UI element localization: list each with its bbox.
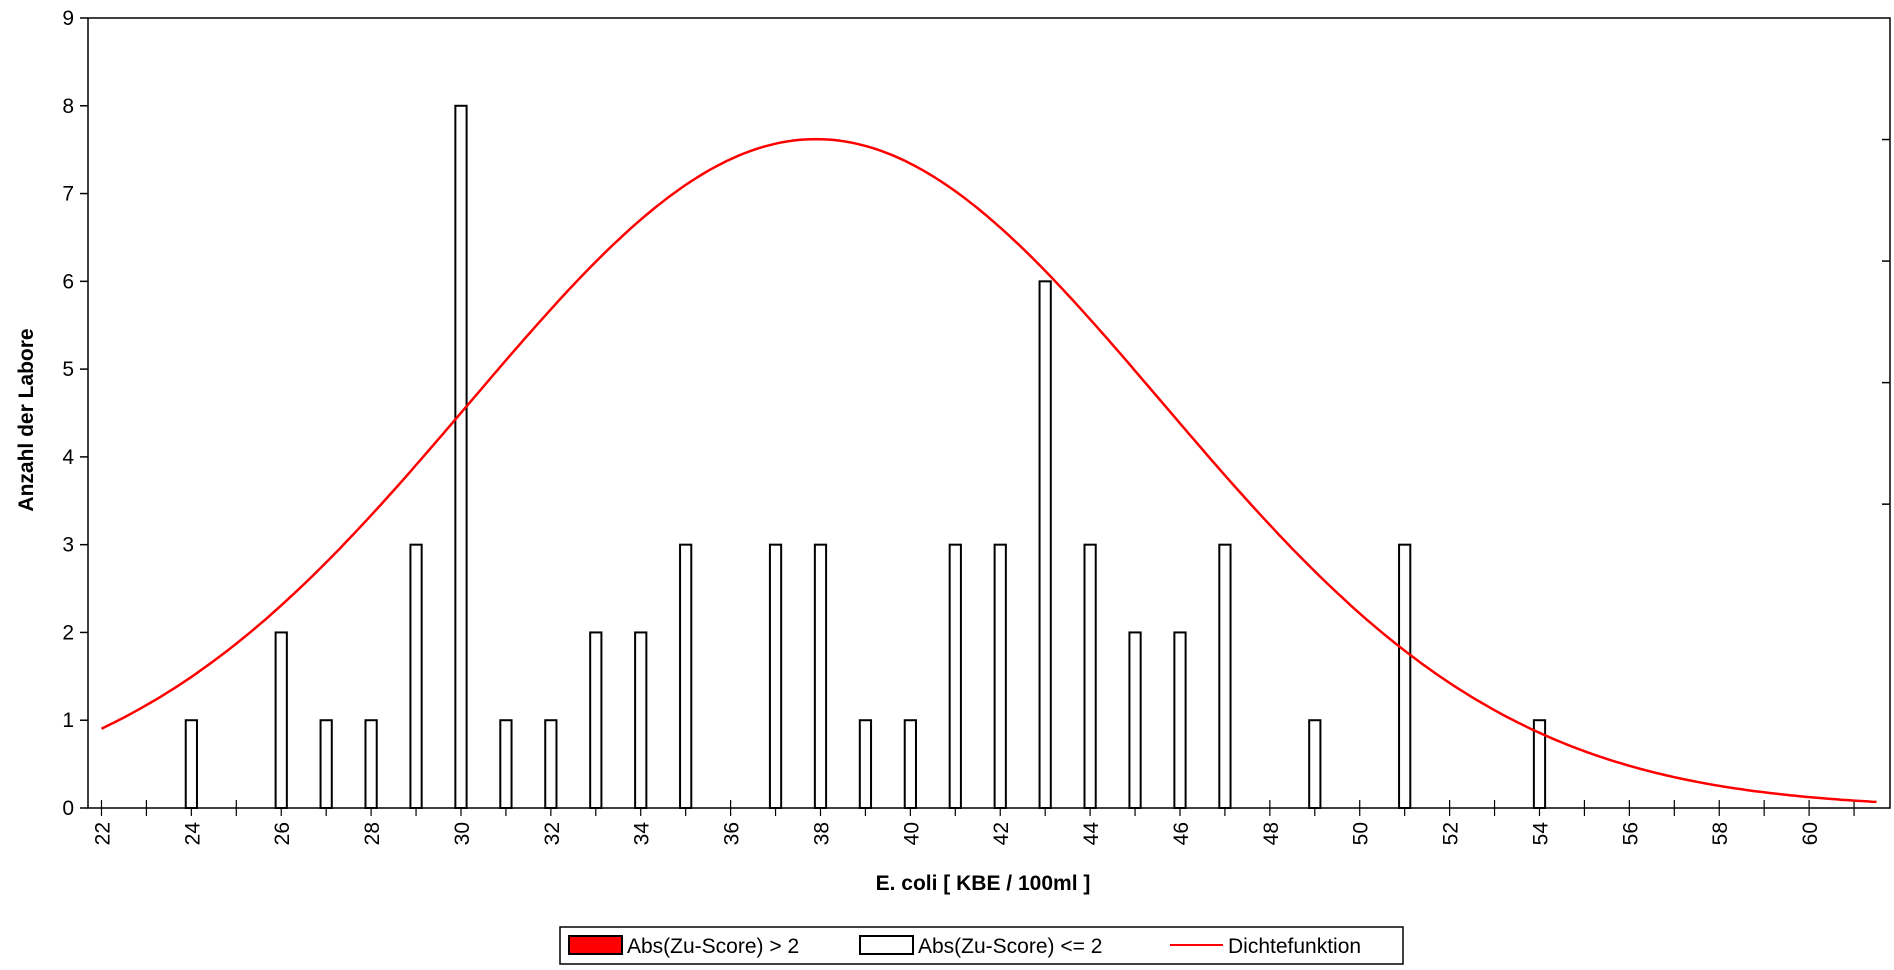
x-tick-label: 36 xyxy=(721,822,744,845)
legend-label-ok: Abs(Zu-Score) <= 2 xyxy=(918,935,1102,958)
y-tick-label: 5 xyxy=(62,358,74,381)
bar xyxy=(768,543,783,810)
bar xyxy=(274,631,288,810)
bar xyxy=(1308,719,1322,810)
bar xyxy=(1128,631,1142,810)
bar xyxy=(858,719,873,810)
bar xyxy=(679,543,693,810)
legend-label-outlier: Abs(Zu-Score) > 2 xyxy=(627,935,799,958)
bar xyxy=(1218,543,1232,810)
bar xyxy=(1038,280,1052,810)
x-tick-label: 52 xyxy=(1440,822,1463,845)
x-tick-label: 46 xyxy=(1170,822,1193,845)
x-tick-label: 42 xyxy=(990,822,1013,845)
x-tick-label: 24 xyxy=(181,822,204,846)
x-tick-label: 44 xyxy=(1080,822,1103,846)
density-curve xyxy=(100,137,1877,804)
plot-frame xyxy=(87,17,1891,809)
y-tick-label: 8 xyxy=(62,95,74,118)
y-tick-label: 4 xyxy=(62,446,74,469)
bar xyxy=(1532,719,1547,810)
bar xyxy=(1398,543,1412,810)
legend-label-density: Dichtefunktion xyxy=(1228,935,1361,958)
y-tick-label: 6 xyxy=(62,270,74,293)
y-axis-title: Anzahl der Labore xyxy=(15,328,38,511)
x-tick-label: 58 xyxy=(1709,822,1732,845)
y-tick-label: 7 xyxy=(62,183,74,206)
bar xyxy=(948,543,962,810)
y-tick-label: 1 xyxy=(62,709,74,732)
x-tick-label: 30 xyxy=(451,822,474,845)
y-tick-label: 2 xyxy=(62,621,74,644)
x-tick-label: 38 xyxy=(810,822,833,845)
bar xyxy=(499,719,513,810)
bar xyxy=(993,543,1007,810)
x-axis-title: E. coli [ KBE / 100ml ] xyxy=(876,872,1091,895)
x-tick-label: 48 xyxy=(1260,822,1283,845)
x-tick-label: 26 xyxy=(271,822,294,845)
bar xyxy=(409,543,423,810)
x-tick-label: 56 xyxy=(1619,822,1642,845)
legend-box xyxy=(559,926,1404,965)
y-tick-label: 9 xyxy=(62,7,74,30)
x-tick-label: 22 xyxy=(91,822,114,845)
bar xyxy=(634,631,648,810)
bar xyxy=(544,719,558,810)
bar xyxy=(184,719,198,810)
x-tick-label: 40 xyxy=(900,822,923,845)
y-tick-label: 0 xyxy=(62,797,74,820)
bar xyxy=(1083,543,1097,810)
legend-swatch-outlier xyxy=(568,935,623,955)
bar xyxy=(903,719,917,810)
x-tick-label: 32 xyxy=(541,822,564,845)
bar xyxy=(589,631,603,810)
bar xyxy=(454,104,468,810)
legend-swatch-ok xyxy=(859,935,914,955)
legend: Abs(Zu-Score) > 2 Abs(Zu-Score) <= 2 Dic… xyxy=(559,926,1404,965)
bar xyxy=(1173,631,1187,810)
bar xyxy=(319,719,333,810)
bar xyxy=(364,719,378,810)
x-tick-label: 60 xyxy=(1799,822,1822,845)
x-tick-label: 50 xyxy=(1350,822,1373,845)
x-tick-label: 54 xyxy=(1529,822,1552,846)
bar xyxy=(813,543,828,810)
x-tick-label: 28 xyxy=(361,822,384,845)
y-tick-label: 3 xyxy=(62,534,74,557)
x-tick-label: 34 xyxy=(631,822,654,846)
